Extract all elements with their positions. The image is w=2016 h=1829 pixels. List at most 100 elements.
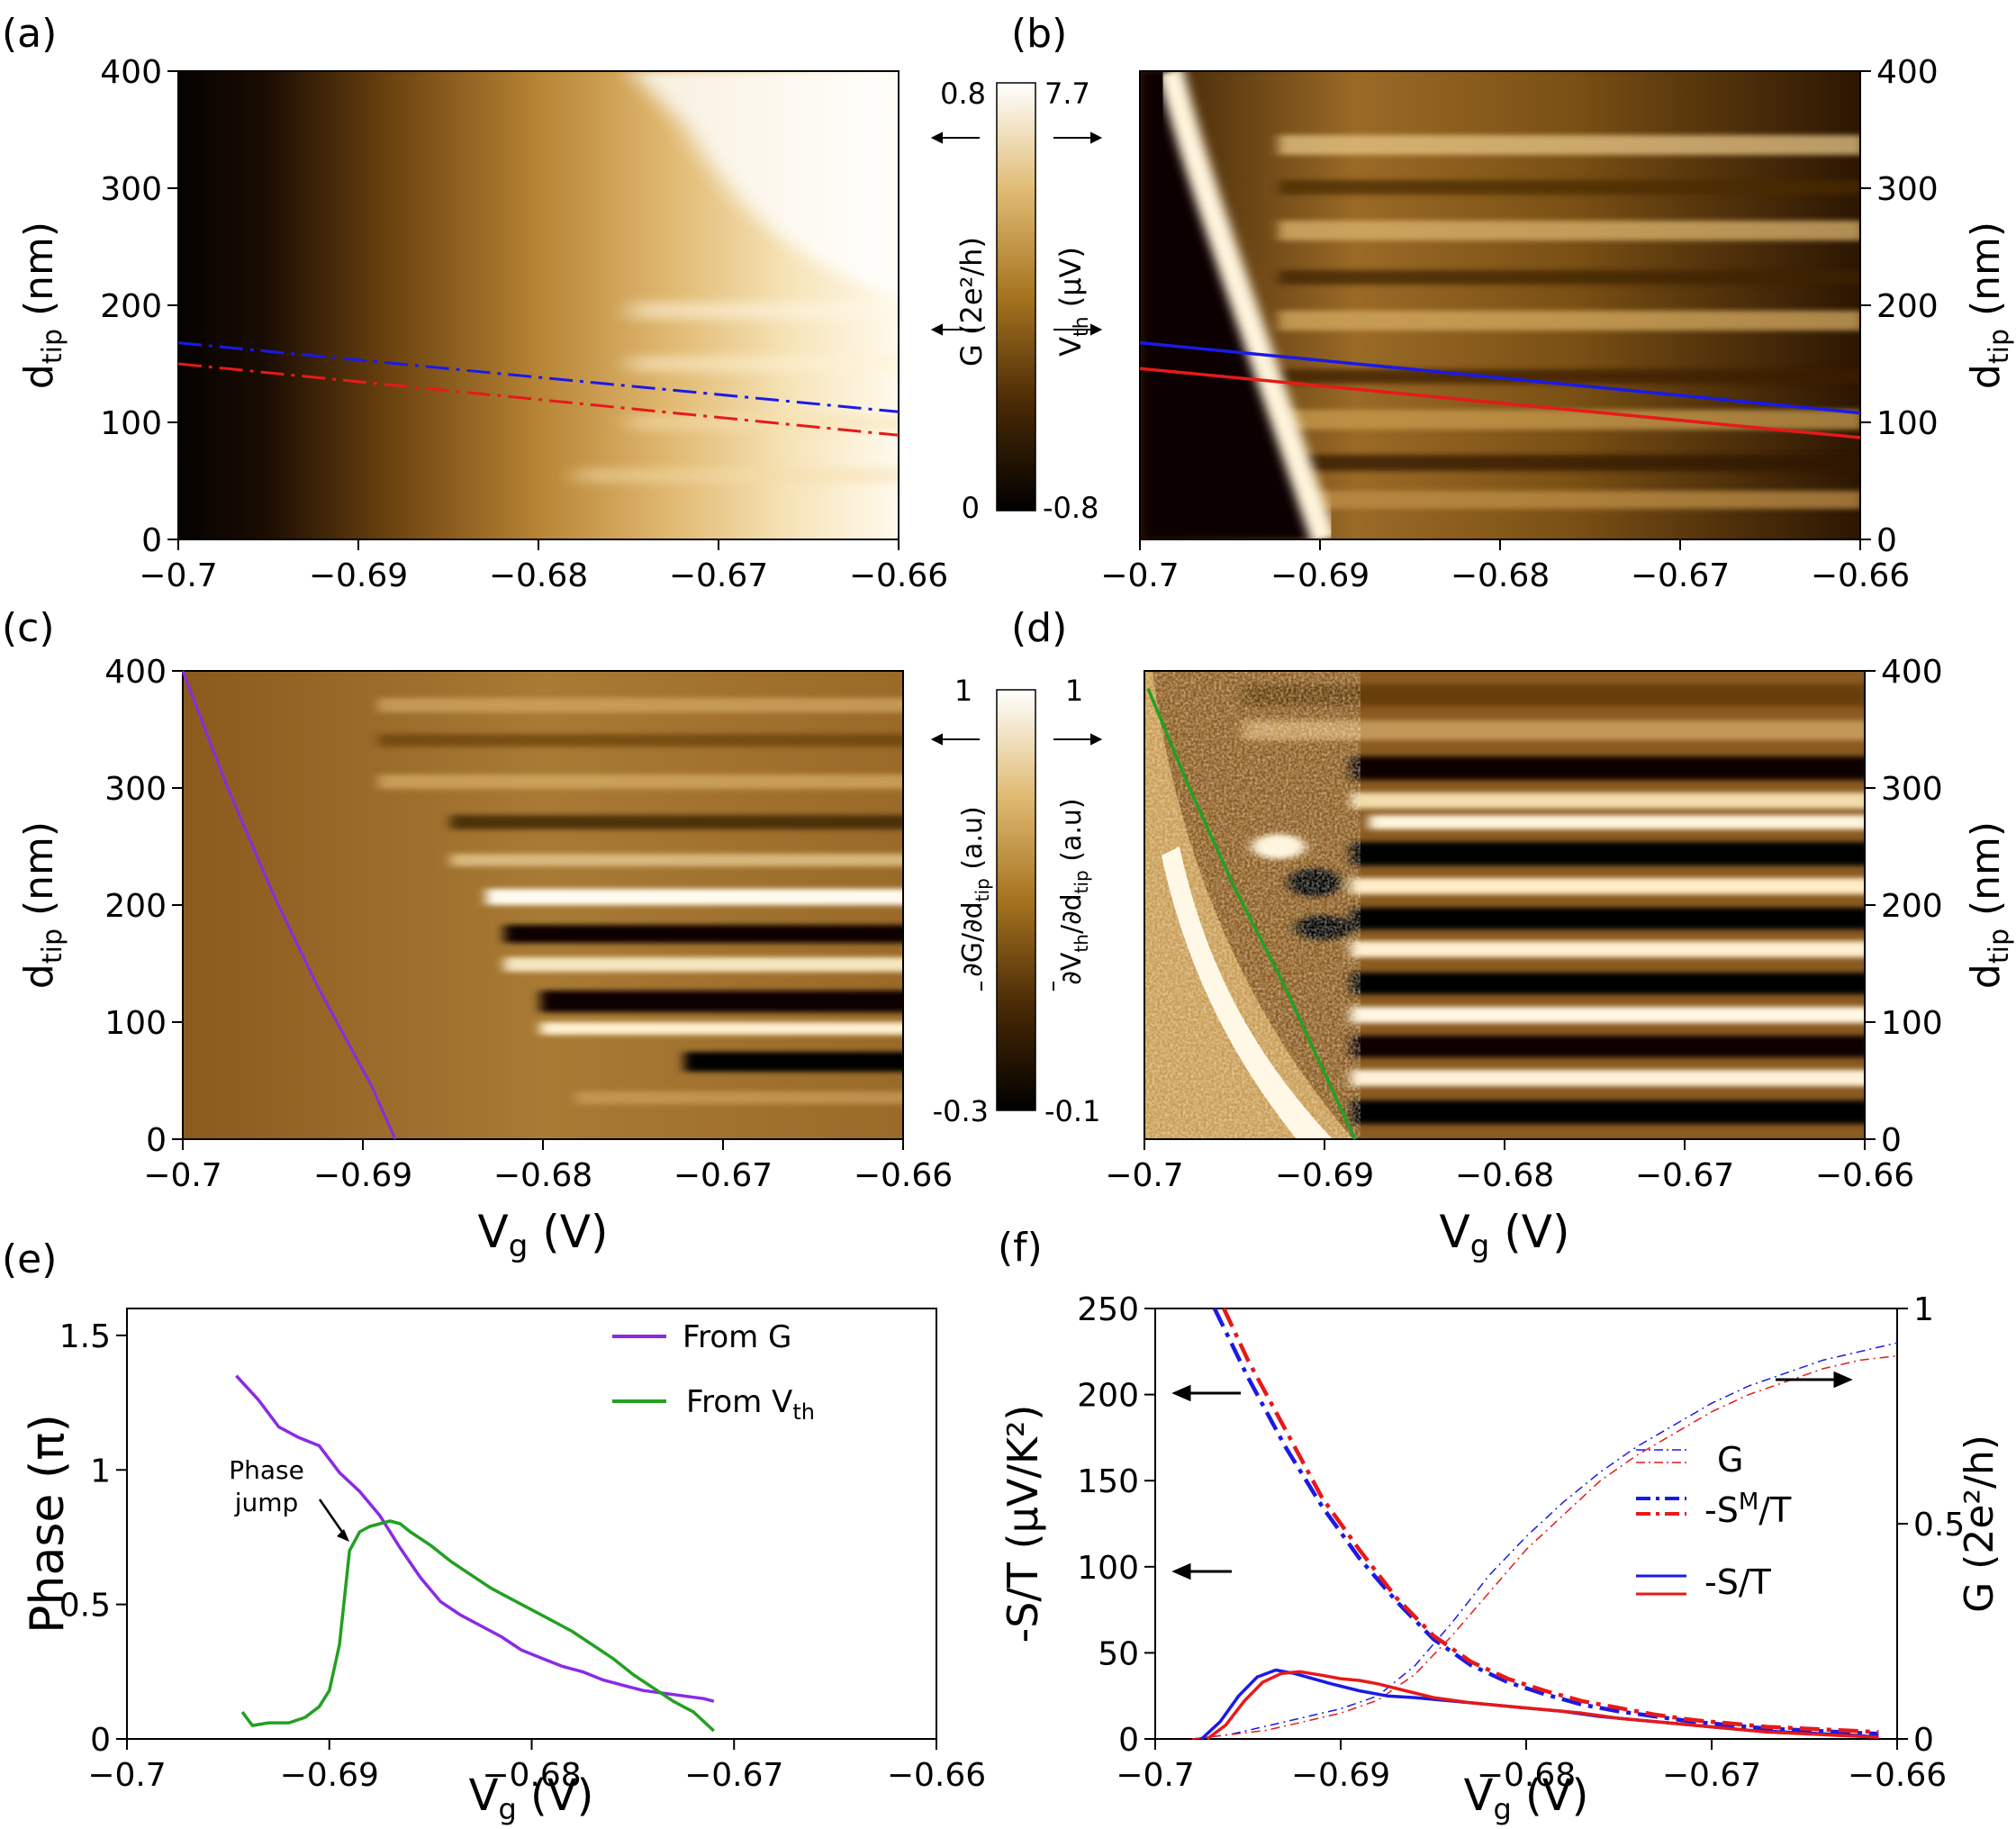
- panel-e-ylabel: Phase (π): [21, 1414, 75, 1634]
- x-tick-label: −0.68: [489, 557, 588, 594]
- colorbar-mid-left-label: ∂G/∂dtip (a.u): [957, 806, 993, 976]
- colorbar-top-right-max: 7.7: [1044, 77, 1090, 111]
- x-tick-label: −0.68: [1477, 1757, 1576, 1794]
- y-tick-label: 100: [104, 1005, 167, 1042]
- y-tick-label: 0: [141, 522, 162, 559]
- arrow-right-icon: [1833, 1371, 1853, 1389]
- colorbar-top-gradient: [996, 82, 1036, 512]
- y-tick-label: 1.5: [59, 1318, 111, 1355]
- series-line-3: [1222, 1308, 1879, 1734]
- y-tick-label: 0: [90, 1722, 111, 1759]
- panel-a-label: (a): [2, 11, 57, 57]
- panel-c-label: (c): [2, 605, 55, 651]
- colorbar-top-right-min: -0.8: [1043, 491, 1098, 525]
- panel-f-legend: G -SM/T -S/T: [1636, 1440, 1792, 1602]
- legend-e-vth-label: From Vth: [686, 1384, 815, 1425]
- y-tick-label: 0: [1881, 1122, 1902, 1159]
- y2-tick-label: 0.5: [1913, 1507, 1965, 1544]
- panel-a: (a) −0.7 −0.69 −0.68 −0.67 −0.66 0 100 200 300 4…: [2, 11, 948, 594]
- phase-jump-arrow-icon: [337, 1529, 349, 1542]
- colorbar-mid-right-min: -0.1: [1044, 1094, 1100, 1128]
- y-tick-label: 0: [1118, 1722, 1139, 1759]
- x-tick-label: −0.69: [309, 557, 408, 594]
- colorbar-mid: 1 -0.3 1 -0.1 ∂G/∂dtip (a.u) ∂Vth/∂dtip …: [930, 674, 1103, 1128]
- panel-b: (b) −0.7 −0.69 −0.68 −0.67 −0.66 0 100 200 300 4…: [1011, 11, 2015, 594]
- legend-f-sm-label: -SM/T: [1704, 1489, 1792, 1530]
- panel-f-y-ticks-right: 00.51: [1897, 1291, 1965, 1759]
- y-tick-label: 400: [104, 654, 167, 691]
- y-tick-label: 200: [1876, 288, 1939, 325]
- panel-d-y-ticks: 0 100 200 300 400: [1865, 654, 1943, 1159]
- y2-tick-label: 0: [1913, 1722, 1934, 1759]
- y-tick-label: 100: [1876, 405, 1939, 442]
- legend-f-s-label: -S/T: [1704, 1562, 1772, 1602]
- panel-c-x-ticks: −0.7 −0.69 −0.68 −0.67 −0.66: [143, 1139, 953, 1194]
- x-tick-label: −0.69: [1270, 557, 1370, 594]
- y2-tick-label: 1: [1913, 1291, 1934, 1328]
- y-tick-label: 300: [1881, 771, 1943, 808]
- x-tick-label: −0.66: [854, 1157, 953, 1194]
- panel-f-series: [1192, 1308, 1898, 1741]
- y-tick-label: 150: [1077, 1463, 1139, 1500]
- legend-e-g-label: From G: [683, 1319, 791, 1355]
- y-tick-label: 100: [1881, 1005, 1943, 1042]
- panel-a-red-line: [177, 362, 900, 437]
- phase-jump-line1: Phase: [229, 1455, 304, 1485]
- colorbar-top-left-min: 0: [962, 491, 980, 525]
- y-tick-label: 200: [1881, 888, 1943, 925]
- panel-b-x-ticks: −0.7 −0.69 −0.68 −0.67 −0.66: [1100, 539, 1910, 594]
- x-tick-label: −0.66: [887, 1757, 986, 1794]
- x-tick-label: −0.66: [1811, 557, 1910, 594]
- panel-d-map: [1144, 671, 1865, 1139]
- panel-a-blue-line: [177, 341, 900, 413]
- colorbar-mid-gradient: [996, 689, 1036, 1111]
- panel-d-xlabel: Vg (V): [1440, 1206, 1570, 1264]
- panel-b-blue-line: [1139, 340, 1861, 415]
- y-tick-label: 0: [1876, 522, 1897, 559]
- panel-a-x-ticks: −0.7 −0.69 −0.68 −0.67 −0.66: [139, 539, 948, 594]
- panel-a-map: [178, 71, 899, 539]
- panel-f-y-ticks-left: 0 50 100 150 200 250: [1077, 1291, 1155, 1759]
- x-tick-label: −0.67: [1631, 557, 1730, 594]
- panel-d-ylabel: dtip (nm): [1963, 821, 2015, 989]
- panel-f-axis-arrows: [1171, 1371, 1853, 1580]
- x-tick-label: −0.69: [280, 1757, 379, 1794]
- x-tick-label: −0.68: [482, 1757, 581, 1794]
- panel-b-map: [1140, 71, 1860, 539]
- x-tick-label: −0.7: [87, 1757, 166, 1794]
- colorbar-top-left-label: G (2e²/h): [954, 237, 989, 367]
- series-line-0: [1192, 1342, 1898, 1740]
- panel-c-ylabel: dtip (nm): [16, 821, 68, 989]
- panel-f: (f) −0.7 −0.69 −0.68 −0.67 −0.66 0 50 100 150 20…: [998, 1225, 2002, 1826]
- panel-a-y-ticks: 0 100 200 300 400: [100, 54, 178, 559]
- panel-d-x-ticks: −0.7 −0.69 −0.68 −0.67 −0.66: [1105, 1139, 1914, 1194]
- x-tick-label: −0.67: [1635, 1157, 1734, 1194]
- colorbar-top: 0.8 0 7.7 -0.8 G (2e²/h) Vth (µV): [930, 77, 1103, 525]
- x-tick-label: −0.66: [1848, 1757, 1947, 1794]
- series-line-1: [240, 1519, 715, 1733]
- x-tick-label: −0.68: [1455, 1157, 1554, 1194]
- x-tick-label: −0.66: [1815, 1157, 1914, 1194]
- arrow-left-icon: [1171, 1384, 1191, 1402]
- panel-a-ylabel: dtip (nm): [16, 222, 68, 389]
- series-line-1: [1192, 1354, 1898, 1740]
- panel-e-legend: From G From Vth: [612, 1319, 815, 1425]
- y-tick-label: 400: [1876, 54, 1939, 91]
- panel-f-label: (f): [998, 1225, 1043, 1271]
- y-tick-label: 0.5: [59, 1588, 111, 1625]
- panel-c-map: [183, 671, 903, 1139]
- colorbar-mid-left-max: 1: [954, 674, 972, 708]
- panel-d-label: (d): [1011, 605, 1067, 651]
- x-tick-label: −0.67: [669, 557, 768, 594]
- x-tick-label: −0.7: [143, 1157, 221, 1194]
- x-tick-label: −0.67: [674, 1157, 773, 1194]
- arrow-left-icon: [1171, 1562, 1191, 1580]
- colorbar-top-left-max: 0.8: [940, 77, 986, 111]
- y-tick-label: 300: [100, 171, 162, 208]
- y-tick-label: 200: [100, 288, 162, 325]
- y-tick-label: 400: [1881, 654, 1943, 691]
- panel-e-series: [235, 1374, 715, 1733]
- panel-e-xlabel: Vg (V): [469, 1770, 594, 1826]
- y-tick-label: 200: [104, 888, 167, 925]
- x-tick-label: −0.69: [1291, 1757, 1390, 1794]
